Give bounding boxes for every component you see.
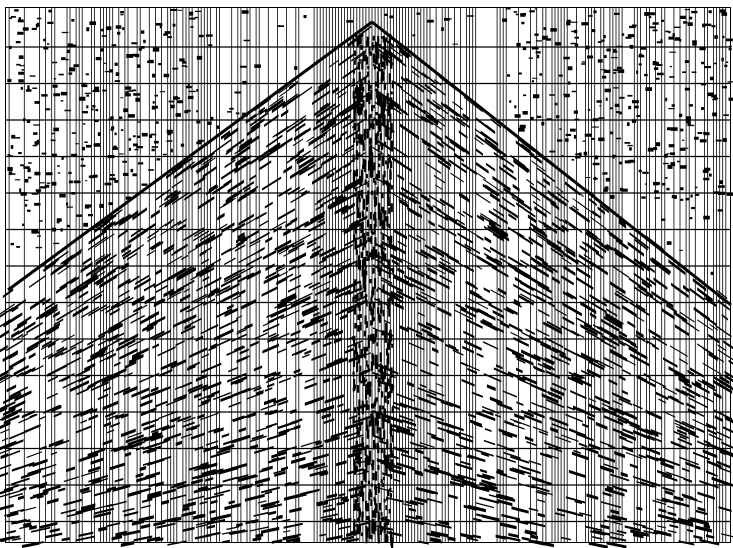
page: (() => { JSON.parse(document.getElementB… [0, 0, 733, 548]
seismic-gather [0, 0, 733, 548]
